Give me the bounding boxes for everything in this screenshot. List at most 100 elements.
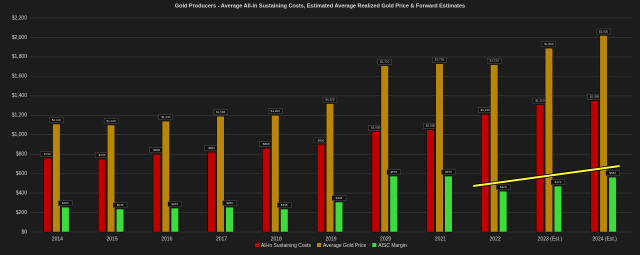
- chart-title: Gold Producers - Average All-in Sustaini…: [175, 3, 465, 9]
- legend-swatch: [372, 243, 377, 247]
- x-tick-label: 2024 (Est.): [592, 236, 617, 242]
- bar: [608, 176, 617, 233]
- data-label-box: [103, 118, 119, 124]
- x-tick-label: 2014: [52, 236, 63, 242]
- data-label: $1,210: [481, 108, 491, 112]
- x-tick-label: 2015: [107, 236, 118, 242]
- data-label: $1,190: [216, 110, 226, 114]
- x-tick-label: 2020: [380, 236, 391, 242]
- bar: [216, 116, 225, 233]
- data-label: $860: [263, 142, 270, 146]
- legend-label: All-in Sustaining Costs: [261, 243, 312, 249]
- data-label: $1,890: [544, 42, 554, 46]
- data-label: $420: [500, 185, 507, 189]
- bar: [262, 148, 271, 233]
- y-tick-label: $1,200: [12, 113, 28, 119]
- y-tick-label: $1,800: [12, 54, 28, 60]
- bar: [426, 129, 435, 233]
- data-label: $575: [390, 170, 397, 174]
- data-label: $564: [609, 171, 616, 175]
- bar: [271, 115, 280, 233]
- data-label: $760: [44, 152, 51, 156]
- y-tick-label: $800: [16, 152, 27, 158]
- bar: [553, 185, 562, 233]
- data-label: $2,020: [599, 29, 609, 33]
- bar: [170, 207, 179, 233]
- x-tick-label: 2017: [216, 236, 227, 242]
- x-tick-label: 2019: [325, 236, 336, 242]
- data-label-box: [487, 58, 502, 64]
- data-label-box: [550, 179, 566, 185]
- y-tick-label: $2,200: [12, 15, 28, 21]
- legend-label: AISC Margin: [378, 243, 407, 249]
- bar: [389, 175, 398, 233]
- legend-label: Average Gold Price: [323, 243, 366, 249]
- data-label-box: [167, 201, 182, 207]
- bar: [52, 123, 61, 233]
- bar: [335, 201, 343, 233]
- data-label: $1,710: [380, 59, 390, 63]
- y-tick-label: $0: [21, 229, 27, 235]
- data-label: $472: [555, 180, 562, 184]
- data-label: $900: [318, 138, 325, 142]
- data-label-box: [112, 202, 128, 208]
- bar: [371, 131, 380, 233]
- x-tick-label: 2018: [271, 236, 282, 242]
- x-tick-label: 2023 (Est.): [538, 236, 563, 242]
- data-label-box: [541, 41, 557, 47]
- bar: [43, 157, 52, 233]
- y-tick-label: $2,000: [12, 35, 28, 41]
- bar: [98, 158, 107, 233]
- data-label-box: [49, 117, 64, 123]
- data-label-box: [322, 96, 338, 103]
- data-label: $1,110: [52, 118, 61, 122]
- bar: [280, 208, 289, 233]
- data-label: $256: [226, 201, 233, 205]
- data-label: $1,310: [535, 98, 545, 102]
- data-label-box: [268, 108, 283, 114]
- data-label: $1,350: [590, 94, 600, 98]
- data-label-box: [596, 28, 611, 35]
- x-tick-label: 2021: [435, 236, 446, 242]
- data-label-box: [213, 109, 228, 115]
- data-label-box: [158, 114, 173, 120]
- bar: [590, 100, 599, 233]
- data-label-box: [496, 184, 511, 190]
- data-label: $236: [281, 203, 288, 207]
- data-label-box: [331, 195, 347, 201]
- data-label: $1,030: [371, 126, 381, 130]
- data-label-box: [605, 170, 620, 176]
- bar: [326, 103, 334, 233]
- bar: [161, 120, 170, 233]
- bar: [481, 114, 490, 233]
- bar: [317, 144, 325, 233]
- data-label-box: [377, 59, 392, 65]
- data-label: $246: [171, 202, 178, 206]
- data-label: $1,200: [271, 109, 281, 113]
- bar: [490, 64, 499, 233]
- bar: [207, 152, 216, 233]
- data-label: $750: [99, 153, 106, 157]
- data-label: $820: [208, 146, 215, 150]
- bar: [544, 47, 553, 233]
- data-label-box: [441, 169, 456, 175]
- data-label-box: [222, 200, 237, 206]
- y-tick-label: $1,400: [12, 93, 28, 99]
- data-label: $308: [336, 196, 343, 200]
- bar: [107, 124, 116, 233]
- bar: [225, 206, 234, 233]
- bar: [499, 190, 508, 233]
- data-label: $1,730: [435, 58, 445, 62]
- data-label-box: [386, 169, 401, 175]
- bar: [152, 153, 161, 233]
- x-tick-label: 2022: [490, 236, 501, 242]
- bar: [599, 35, 608, 233]
- y-tick-label: $1,000: [12, 132, 28, 138]
- bar: [435, 63, 444, 233]
- data-label-box: [277, 202, 292, 208]
- data-label: $1,050: [426, 124, 436, 128]
- y-tick-label: $600: [16, 171, 27, 177]
- y-tick-label: $400: [16, 190, 27, 196]
- data-label-box: [58, 200, 73, 206]
